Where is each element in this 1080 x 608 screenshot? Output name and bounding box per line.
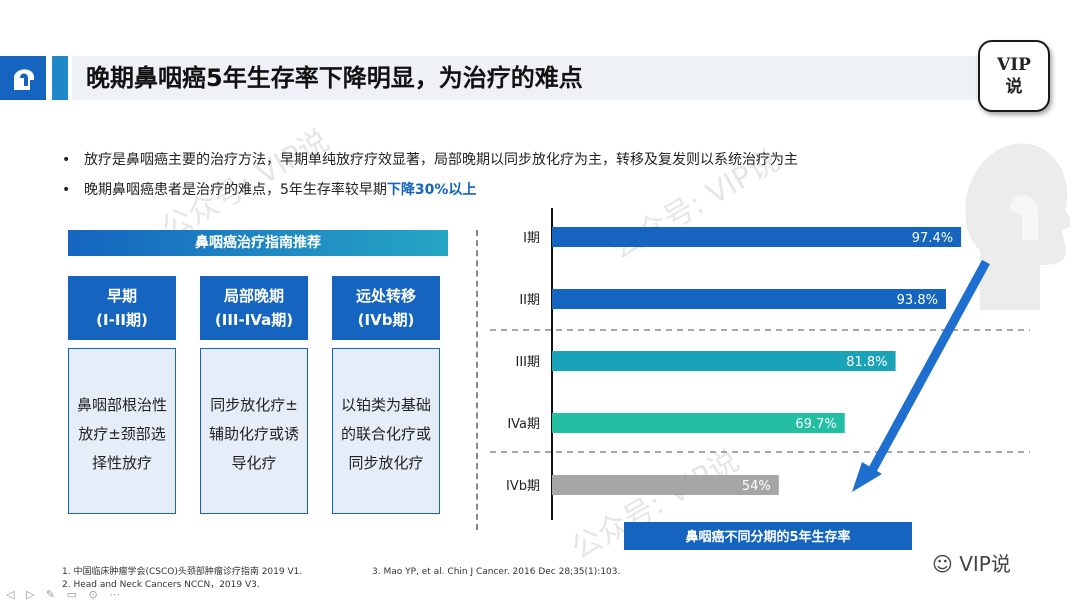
chart-bar	[552, 413, 845, 433]
chart-value-label: 93.8%	[897, 293, 938, 308]
chart-value-label: 69.7%	[795, 417, 836, 432]
chart-category-label: III期	[515, 355, 540, 370]
chart-bar	[552, 475, 779, 495]
bullet-text: 放疗是鼻咽癌主要的治疗方法，早期单纯放疗疗效显著，局部晚期以同步放化疗为主，转移…	[84, 152, 798, 168]
chart-bar	[552, 351, 896, 371]
slide-nav-controls[interactable]: ◁ ▷ ✎ ▭ ⊙ ⋯	[6, 588, 125, 601]
survival-bar-chart: I期 97.4% II期 93.8% III期 81.8% IVa期 69.7% IVb期 54%…	[490, 208, 1030, 550]
wechat-icon: ☺	[932, 552, 953, 576]
chart-value-label: 97.4%	[912, 231, 953, 246]
chart-title: 鼻咽癌不同分期的5年生存率	[685, 529, 850, 545]
bullet-item: 晚期鼻咽癌患者是治疗的难点，5年生存率较早期下降30%以上	[62, 178, 798, 208]
column-name: 远处转移	[355, 287, 416, 305]
reference-item: 2. Head and Neck Cancers NCCN，2019 V3.	[62, 580, 260, 590]
guideline-title: 鼻咽癌治疗指南推荐	[68, 230, 448, 256]
header-accent-bar	[52, 56, 68, 100]
column-line: 同步放化疗	[348, 454, 424, 472]
vip-badge: VIP 说	[978, 40, 1050, 112]
trend-arrow-head	[852, 462, 882, 492]
wechat-label: ☺ VIP说	[932, 548, 1011, 577]
column-line: 的联合化疗或	[340, 425, 431, 443]
section-divider	[476, 230, 478, 530]
chart-bar	[552, 289, 946, 309]
trend-arrow-shaft	[864, 259, 990, 481]
column-stage: (III-IVa期)	[214, 311, 294, 329]
guideline-column-body: 以铂类为基础 的联合化疗或 同步放化疗	[332, 348, 440, 514]
guideline-column-header: 局部晚期 (III-IVa期)	[200, 276, 308, 340]
chart-title-box	[624, 522, 912, 550]
vip-badge-line2: 说	[1005, 77, 1023, 97]
guideline-column-header: 远处转移 (IVb期)	[332, 276, 440, 340]
column-line: 导化疗	[231, 454, 277, 472]
bullet-list: 放疗是鼻咽癌主要的治疗方法，早期单纯放疗疗效显著，局部晚期以同步放化疗为主，转移…	[62, 148, 798, 208]
chart-category-label: I期	[523, 231, 540, 246]
column-line: 鼻咽部根治性	[76, 396, 167, 414]
bullet-text: 晚期鼻咽癌患者是治疗的难点，5年生存率较早期	[84, 182, 387, 198]
page-title: 晚期鼻咽癌5年生存率下降明显，为治疗的难点	[86, 64, 583, 92]
wechat-text: VIP说	[959, 552, 1011, 576]
column-name: 早期	[106, 287, 137, 305]
reference-item: 3. Mao YP, et al. Chin J Cancer. 2016 De…	[372, 567, 621, 577]
bullet-highlight: 下降30%以上	[386, 182, 477, 198]
chart-category-label: IVb期	[506, 479, 540, 494]
column-line: 辅助化疗或诱	[208, 425, 299, 443]
vip-badge-line1: VIP	[997, 55, 1031, 75]
column-stage: (IVb期)	[357, 311, 415, 329]
chart-category-label: II期	[519, 293, 540, 308]
references-left: 1. 中国临床肿瘤学会(CSCO)头颈部肿瘤诊疗指南 2019 V1. 2. H…	[62, 566, 302, 592]
guideline-column-body: 鼻咽部根治性 放疗±颈部选 择性放疗	[68, 348, 176, 514]
guideline-column-body: 同步放化疗± 辅助化疗或诱 导化疗	[200, 348, 308, 514]
chart-value-label: 54%	[742, 479, 771, 494]
column-name: 局部晚期	[223, 287, 284, 305]
chart-category-label: IVa期	[507, 417, 540, 432]
header-logo-icon	[0, 56, 46, 100]
column-stage: (I-II期)	[96, 311, 148, 329]
header-title-background	[72, 56, 1002, 100]
column-line: 择性放疗	[91, 454, 152, 472]
column-line: 以铂类为基础	[340, 396, 431, 414]
chart-bar	[552, 227, 962, 247]
guideline-column-header: 早期 (I-II期)	[68, 276, 176, 340]
reference-item: 1. 中国临床肿瘤学会(CSCO)头颈部肿瘤诊疗指南 2019 V1.	[62, 567, 303, 577]
head-silhouette-icon	[965, 143, 1070, 310]
column-line: 放疗±颈部选	[78, 425, 166, 443]
chart-value-label: 81.8%	[846, 355, 887, 370]
bullet-item: 放疗是鼻咽癌主要的治疗方法，早期单纯放疗疗效显著，局部晚期以同步放化疗为主，转移…	[62, 148, 798, 178]
column-line: 同步放化疗±	[210, 396, 298, 414]
